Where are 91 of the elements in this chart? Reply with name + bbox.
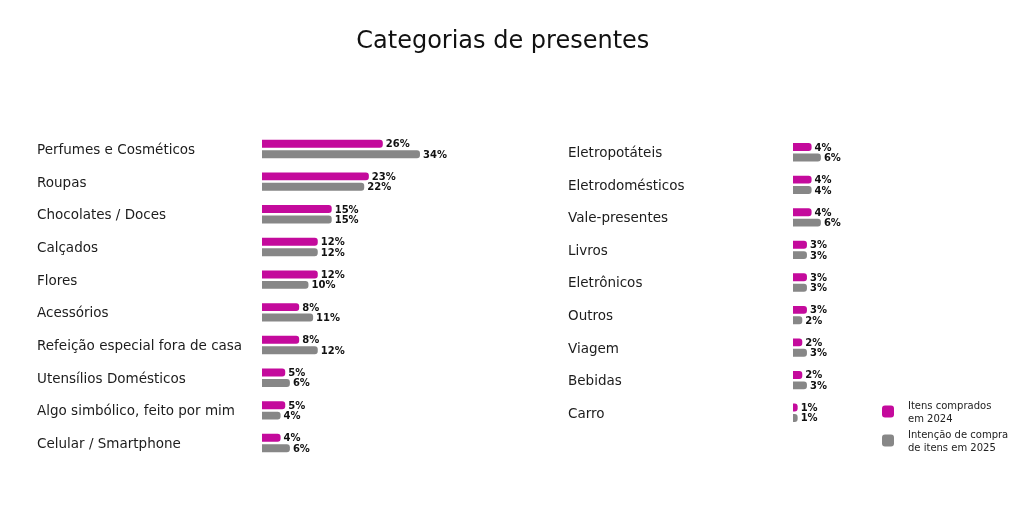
data-label: 11% — [316, 312, 341, 324]
bar — [262, 182, 365, 191]
bar — [262, 150, 420, 159]
data-label: 3% — [809, 347, 827, 359]
data-label: 2% — [805, 369, 823, 381]
data-label: 10% — [311, 279, 336, 291]
text: Categorias de presentes — [356, 26, 650, 55]
data-label: 34% — [422, 148, 447, 160]
y-tick-label: Refeição especial fora de casa — [37, 337, 243, 353]
data-label: 1% — [800, 402, 818, 414]
bar — [793, 218, 821, 227]
y-tick-label: Chocolates / Doces — [37, 206, 167, 222]
data-label: 2% — [805, 336, 823, 348]
y-tick-label: Acessórios — [37, 304, 109, 320]
data-label: 15% — [334, 214, 359, 226]
data-label: 12% — [320, 246, 345, 258]
bar — [262, 237, 318, 246]
data-label: 3% — [809, 239, 827, 251]
bar — [262, 346, 318, 355]
y-tick-label: Viagem — [568, 340, 619, 356]
bar — [793, 251, 807, 260]
bar — [262, 313, 314, 322]
data-label: 2% — [805, 314, 823, 326]
data-label: 3% — [809, 379, 827, 391]
data-label: 12% — [320, 344, 345, 356]
bar — [793, 186, 812, 194]
bar — [793, 208, 812, 217]
bar — [793, 240, 807, 249]
data-label: 4% — [814, 184, 832, 196]
data-label: 4% — [283, 432, 301, 444]
data-label: 1% — [800, 412, 818, 424]
data-label: 12% — [320, 236, 345, 248]
data-label: 6% — [292, 377, 310, 389]
bar — [262, 433, 281, 442]
data-label: 4% — [283, 410, 301, 422]
y-tick-label: Calçados — [37, 239, 99, 255]
bar — [262, 401, 286, 410]
bar — [793, 348, 807, 357]
y-tick-label: Algo simbólico, feito por mim — [37, 402, 236, 418]
legend-label: Itens comprados em 2024 — [908, 399, 992, 424]
data-label: 5% — [288, 366, 306, 378]
y-tick-label: Perfumes e Cosméticos — [37, 141, 196, 157]
bar — [262, 139, 383, 148]
bar — [793, 273, 807, 282]
bar — [262, 335, 300, 344]
y-tick-label: Flores — [37, 272, 78, 288]
data-label: 5% — [288, 399, 306, 411]
data-label: 15% — [334, 203, 359, 215]
data-label: 8% — [302, 334, 320, 346]
data-label: 3% — [809, 249, 827, 261]
data-label: 6% — [823, 151, 841, 163]
y-tick-label: Roupas — [37, 174, 87, 190]
y-tick-label: Livros — [568, 242, 608, 258]
data-label: 4% — [814, 174, 832, 186]
data-label: 3% — [809, 271, 827, 283]
data-label: 6% — [823, 217, 841, 229]
bar — [262, 215, 332, 224]
bar — [262, 280, 309, 289]
y-tick-label: Eletropotáteis — [568, 144, 663, 160]
y-tick-label: Eletrônicos — [568, 274, 643, 290]
bar — [262, 303, 300, 312]
data-label: 8% — [302, 301, 320, 313]
data-label: 3% — [809, 304, 827, 316]
bar — [793, 143, 812, 152]
bar — [262, 248, 318, 257]
data-label: 3% — [809, 282, 827, 294]
bar — [793, 381, 807, 390]
bar — [262, 444, 290, 453]
bar — [793, 283, 807, 292]
bar — [262, 205, 332, 214]
data-label: 26% — [385, 138, 410, 150]
legend-label: Intenção de compra de itens em 2025 — [908, 428, 1009, 453]
bar — [262, 172, 369, 181]
bar — [793, 175, 812, 184]
y-tick-label: Celular / Smartphone — [37, 435, 181, 451]
data-label: 4% — [814, 206, 832, 218]
y-tick-label: Carro — [568, 405, 605, 421]
bar — [262, 411, 281, 420]
data-label: 6% — [292, 442, 310, 454]
y-tick-label: Bebidas — [568, 372, 622, 388]
y-tick-label: Vale-presentes — [568, 209, 669, 225]
data-label: 23% — [371, 170, 396, 182]
bar — [262, 378, 290, 387]
bar — [262, 270, 318, 279]
data-label: 4% — [814, 141, 832, 153]
bar — [793, 305, 807, 314]
data-label: 12% — [320, 268, 345, 280]
y-tick-label: Outros — [568, 307, 614, 323]
y-tick-label: Eletrodomésticos — [568, 177, 685, 193]
data-label: 22% — [367, 181, 392, 193]
y-tick-label: Utensílios Domésticos — [37, 370, 186, 386]
